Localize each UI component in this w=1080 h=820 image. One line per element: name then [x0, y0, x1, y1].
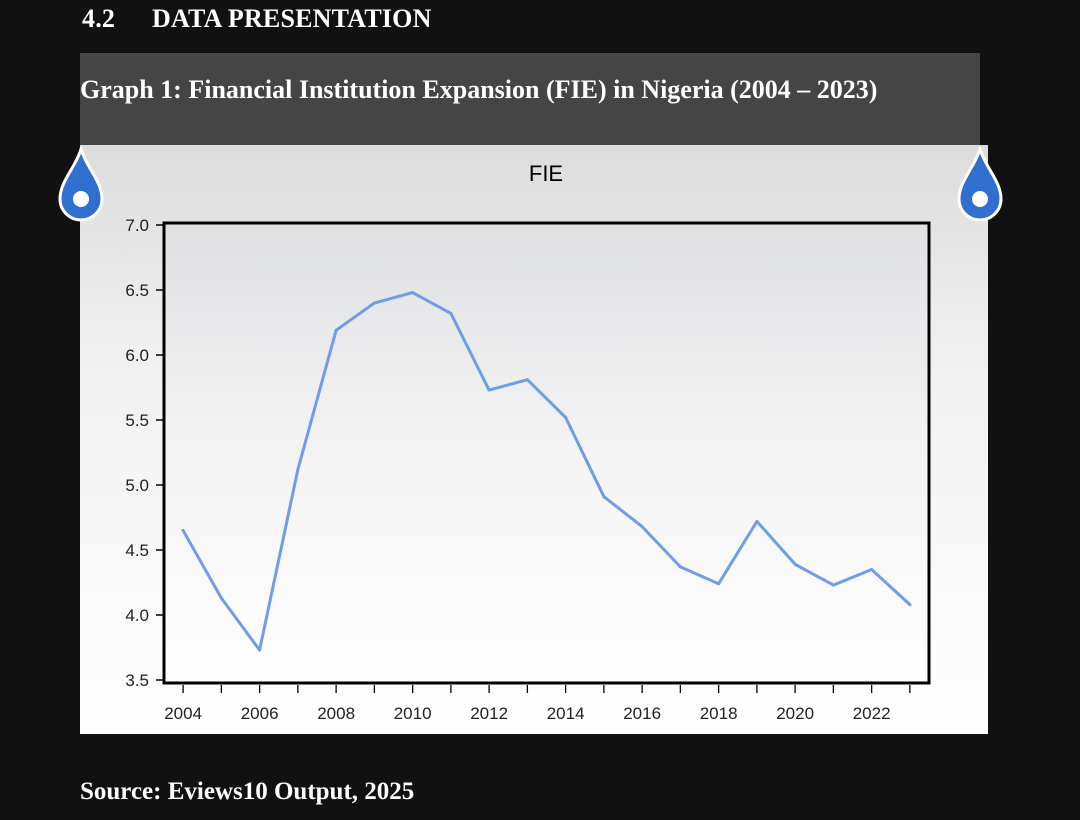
- section-title: DATA PRESENTATION: [152, 4, 432, 33]
- data-point: [870, 568, 874, 571]
- data-point: [219, 596, 223, 600]
- data-point: [181, 529, 185, 532]
- source-note: Source: Eviews10 Output, 2025: [80, 778, 415, 805]
- section-heading: 4.2 DATA PRESENTATION: [82, 4, 432, 34]
- y-tick-label: 7.0: [125, 216, 149, 235]
- data-point: [717, 582, 721, 586]
- section-number: 4.2: [82, 4, 116, 33]
- data-point: [755, 519, 759, 523]
- data-point: [334, 328, 338, 332]
- data-point: [678, 565, 682, 569]
- x-tick-label: 2012: [470, 704, 508, 723]
- data-point: [640, 525, 644, 529]
- data-point: [525, 378, 529, 382]
- x-tick-label: 2018: [700, 704, 738, 723]
- chart-title: FIE: [529, 161, 563, 186]
- chart: FIE 3.54.04.55.05.56.06.57.0 2004 2006 200…: [80, 145, 988, 734]
- x-axis: 2004 2006 2008 2010 2012 2014 2016 2018 2020 2022: [164, 685, 911, 723]
- data-point: [449, 311, 453, 315]
- data-point: [564, 415, 568, 419]
- series-layer: [181, 291, 912, 652]
- data-point: [793, 562, 797, 566]
- y-tick-label: 6.5: [125, 281, 149, 300]
- x-tick-label: 2016: [623, 704, 661, 723]
- data-point: [372, 301, 376, 305]
- x-tick-label: 2022: [853, 704, 891, 723]
- caption-bar: Graph 1: Financial Institution Expansion…: [80, 53, 980, 145]
- data-point: [296, 467, 300, 471]
- data-point: [831, 583, 835, 587]
- y-tick-label: 5.5: [125, 411, 149, 430]
- x-tick-label: 2020: [776, 704, 814, 723]
- right-drop-handle-icon[interactable]: [955, 147, 1005, 225]
- x-tick-label: 2008: [317, 704, 355, 723]
- y-tick-label: 5.0: [125, 476, 149, 495]
- data-point: [908, 603, 912, 607]
- y-tick-label: 3.5: [125, 671, 149, 690]
- data-point: [411, 291, 415, 295]
- x-tick-label: 2010: [394, 704, 432, 723]
- y-tick-label: 6.0: [125, 346, 149, 365]
- data-point: [258, 648, 262, 652]
- graph-caption: Graph 1: Financial Institution Expansion…: [80, 75, 878, 104]
- y-tick-label: 4.0: [125, 606, 149, 625]
- data-point: [602, 495, 606, 499]
- x-tick-label: 2014: [547, 704, 585, 723]
- plot-area: [162, 221, 931, 685]
- y-tick-label: 4.5: [125, 541, 149, 560]
- x-tick-label: 2004: [164, 704, 202, 723]
- data-point: [487, 388, 491, 392]
- x-tick-label: 2006: [241, 704, 279, 723]
- y-axis: 3.5 4.0 4.5 5.0 5.5 6.0 6.5 7.0: [125, 216, 164, 690]
- left-drop-handle-icon[interactable]: [56, 147, 106, 225]
- series-line-fie: [181, 291, 912, 652]
